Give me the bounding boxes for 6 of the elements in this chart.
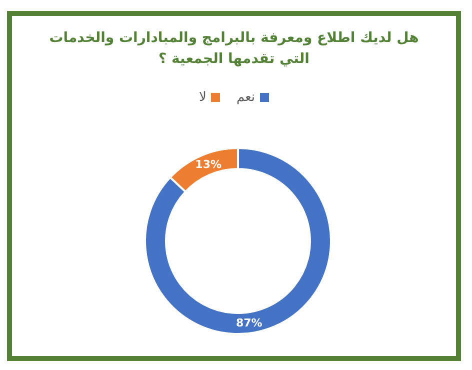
data-label: 13% [195, 158, 222, 172]
legend-label: لا [199, 90, 206, 105]
data-label: 87% [236, 316, 262, 330]
donut-slice [144, 147, 332, 335]
chart-title: هل لديك اطلاع ومعرفة بالبرامج والمبادارات والخدمات التي تقدمها الجمعية ؟ [48, 29, 420, 69]
legend-label: نعم [236, 90, 255, 105]
